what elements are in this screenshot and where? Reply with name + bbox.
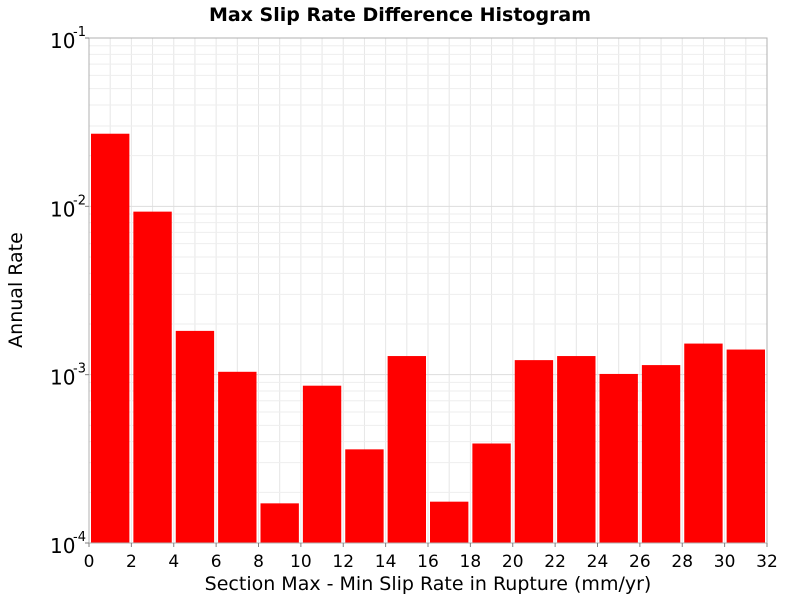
x-tick-label: 22: [544, 552, 566, 572]
histogram-bar: [387, 356, 426, 543]
x-tick-label: 18: [460, 552, 482, 572]
x-tick-label: 6: [211, 552, 222, 572]
y-tick-label-base: 10: [50, 366, 75, 390]
x-tick-label: 0: [84, 552, 95, 572]
y-tick-label-exponent: -1: [73, 25, 86, 40]
histogram-bar: [472, 443, 511, 543]
y-tick-label-base: 10: [50, 29, 75, 53]
x-tick-label: 14: [375, 552, 397, 572]
x-tick-label: 28: [671, 552, 693, 572]
histogram-bar: [260, 503, 299, 543]
histogram-bar: [557, 356, 596, 543]
x-axis-label: Section Max - Min Slip Rate in Rupture (…: [205, 573, 652, 595]
x-tick-label: 4: [168, 552, 179, 572]
x-tick-label: 26: [629, 552, 651, 572]
x-tick-label: 16: [417, 552, 439, 572]
x-tick-label: 20: [502, 552, 524, 572]
histogram-bar: [726, 349, 765, 543]
histogram-bar: [641, 365, 681, 543]
histogram-bar: [175, 330, 215, 543]
x-tick-label: 12: [332, 552, 354, 572]
y-tick-label-exponent: -3: [73, 362, 86, 377]
histogram-bar: [684, 343, 723, 543]
y-tick-label-base: 10: [50, 534, 75, 558]
x-tick-label: 30: [714, 552, 736, 572]
y-tick-label-base: 10: [50, 197, 75, 221]
x-tick-label: 2: [126, 552, 137, 572]
histogram-bar: [302, 385, 342, 543]
histogram-bar: [599, 373, 638, 543]
y-tick-label-exponent: -4: [73, 530, 86, 545]
x-tick-label: 10: [290, 552, 312, 572]
y-tick-label-exponent: -2: [73, 193, 86, 208]
histogram-bar: [91, 133, 130, 543]
histogram-bar: [430, 501, 469, 543]
histogram-bar: [514, 360, 554, 543]
y-axis-ticks: 10-410-310-210-1: [50, 25, 89, 558]
histogram-bar: [345, 449, 384, 543]
x-tick-label: 24: [587, 552, 609, 572]
x-tick-label: 32: [756, 552, 778, 572]
x-tick-label: 8: [253, 552, 264, 572]
chart-title: Max Slip Rate Difference Histogram: [209, 4, 591, 26]
x-axis-ticks: 0 2 4 6 8 10 12 14 16 18 20 22 24 26 28 30 32: [84, 543, 778, 572]
histogram-bar: [218, 371, 257, 543]
y-axis-label: Annual Rate: [5, 232, 27, 348]
bars: [91, 133, 765, 543]
histogram-bar: [133, 211, 172, 543]
